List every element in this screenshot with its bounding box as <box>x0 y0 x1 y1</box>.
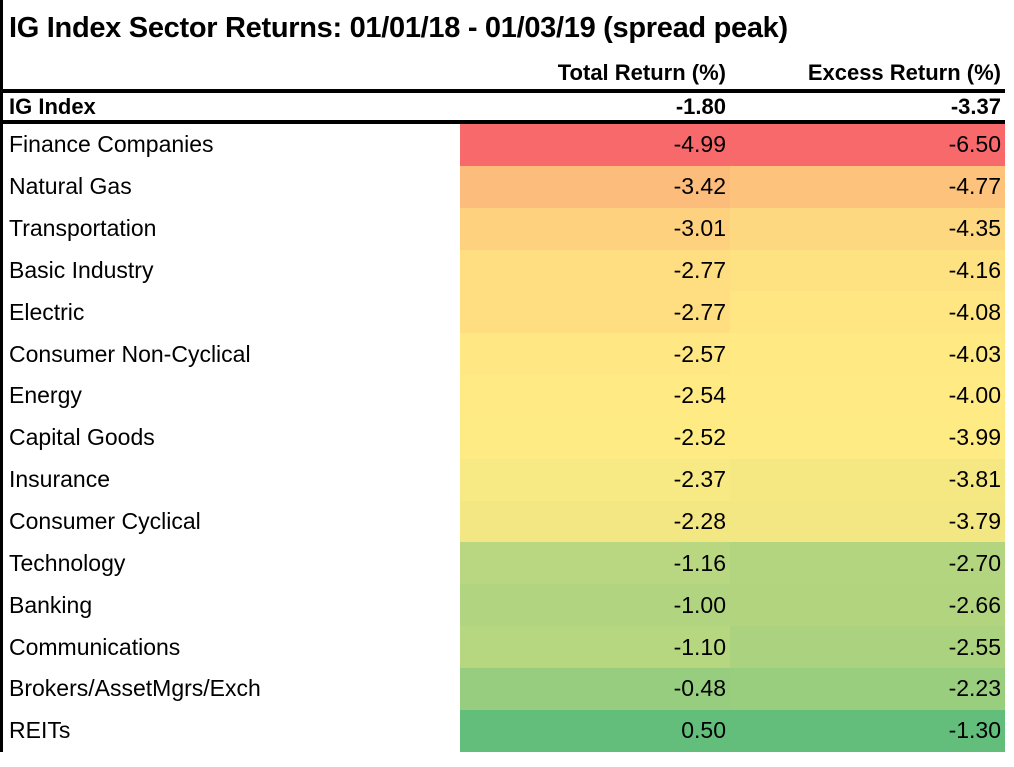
table-row: Transportation -3.01 -4.35 <box>3 207 1005 250</box>
table-row: Technology -1.16 -2.70 <box>3 542 1005 585</box>
ig-index-label: IG Index <box>3 93 460 120</box>
ig-index-total-return: -1.80 <box>675 93 726 119</box>
excess-return-cell: -4.00 <box>730 375 1005 417</box>
total-return-cell: -2.77 <box>460 291 730 334</box>
excess-return-cell: -2.55 <box>730 626 1005 668</box>
table-row: Banking -1.00 -2.66 <box>3 584 1005 627</box>
table-row: Capital Goods -2.52 -3.99 <box>3 416 1005 459</box>
sector-name-cell: Electric <box>3 291 460 334</box>
column-header-row: Total Return (%) Excess Return (%) <box>3 56 1005 93</box>
ig-index-excess-return: -3.37 <box>950 93 1001 119</box>
sector-name-cell: Basic Industry <box>3 249 460 292</box>
excess-return-cell: -1.30 <box>730 709 1005 752</box>
excess-return-cell: -2.70 <box>730 542 1005 585</box>
total-return-cell: -3.42 <box>460 165 730 208</box>
table-row: Insurance -2.37 -3.81 <box>3 458 1005 501</box>
page-title: IG Index Sector Returns: 01/01/18 - 01/0… <box>9 11 788 44</box>
table-row: Communications -1.10 -2.55 <box>3 626 1005 668</box>
total-return-cell: -2.77 <box>460 249 730 292</box>
total-return-cell: -1.00 <box>460 584 730 627</box>
sector-name-cell: REITs <box>3 709 460 752</box>
sector-name-cell: Banking <box>3 584 460 627</box>
table-row: Brokers/AssetMgrs/Exch -0.48 -2.23 <box>3 667 1005 710</box>
table-row: Consumer Cyclical -2.28 -3.79 <box>3 500 1005 543</box>
excess-return-cell: -4.77 <box>730 165 1005 208</box>
excess-return-cell: -3.79 <box>730 500 1005 543</box>
excess-return-cell: -4.08 <box>730 291 1005 334</box>
excess-return-header: Excess Return (%) <box>807 59 1001 85</box>
table-row: Energy -2.54 -4.00 <box>3 375 1005 417</box>
sector-name-cell: Capital Goods <box>3 416 460 459</box>
table-row: Consumer Non-Cyclical -2.57 -4.03 <box>3 333 1005 376</box>
total-return-cell: -2.57 <box>460 333 730 376</box>
table-row: Natural Gas -3.42 -4.77 <box>3 165 1005 208</box>
excess-return-cell: -3.99 <box>730 416 1005 459</box>
total-return-cell: 0.50 <box>460 709 730 752</box>
total-return-cell: -2.52 <box>460 416 730 459</box>
excess-return-cell: -2.23 <box>730 667 1005 710</box>
total-return-cell: -1.16 <box>460 542 730 585</box>
total-return-cell: -0.48 <box>460 667 730 710</box>
sector-name-cell: Consumer Cyclical <box>3 500 460 543</box>
table-row: Basic Industry -2.77 -4.16 <box>3 249 1005 292</box>
excess-return-cell: -4.16 <box>730 249 1005 292</box>
total-return-cell: -1.10 <box>460 626 730 668</box>
ig-index-summary-row: IG Index -1.80 -3.37 <box>3 93 1005 124</box>
total-return-cell: -2.37 <box>460 458 730 501</box>
sector-name-cell: Consumer Non-Cyclical <box>3 333 460 376</box>
total-return-cell: -2.54 <box>460 375 730 417</box>
excess-return-cell: -4.03 <box>730 333 1005 376</box>
total-return-cell: -4.99 <box>460 124 730 166</box>
excess-return-cell: -6.50 <box>730 124 1005 166</box>
sector-name-cell: Natural Gas <box>3 165 460 208</box>
total-return-cell: -3.01 <box>460 207 730 250</box>
sector-name-cell: Energy <box>3 375 460 417</box>
returns-table: IG Index Sector Returns: 01/01/18 - 01/0… <box>0 0 1005 752</box>
sector-name-cell: Brokers/AssetMgrs/Exch <box>3 667 460 710</box>
excess-return-cell: -2.66 <box>730 584 1005 627</box>
table-row: Electric -2.77 -4.08 <box>3 291 1005 334</box>
sector-name-cell: Technology <box>3 542 460 585</box>
excess-return-cell: -3.81 <box>730 458 1005 501</box>
sector-name-cell: Finance Companies <box>3 124 460 166</box>
sector-name-cell: Communications <box>3 626 460 668</box>
sector-name-cell: Transportation <box>3 207 460 250</box>
table-row: Finance Companies -4.99 -6.50 <box>3 124 1005 166</box>
sector-name-cell: Insurance <box>3 458 460 501</box>
total-return-header: Total Return (%) <box>557 59 726 85</box>
total-return-cell: -2.28 <box>460 500 730 543</box>
table-row: REITs 0.50 -1.30 <box>3 709 1005 752</box>
excess-return-cell: -4.35 <box>730 207 1005 250</box>
